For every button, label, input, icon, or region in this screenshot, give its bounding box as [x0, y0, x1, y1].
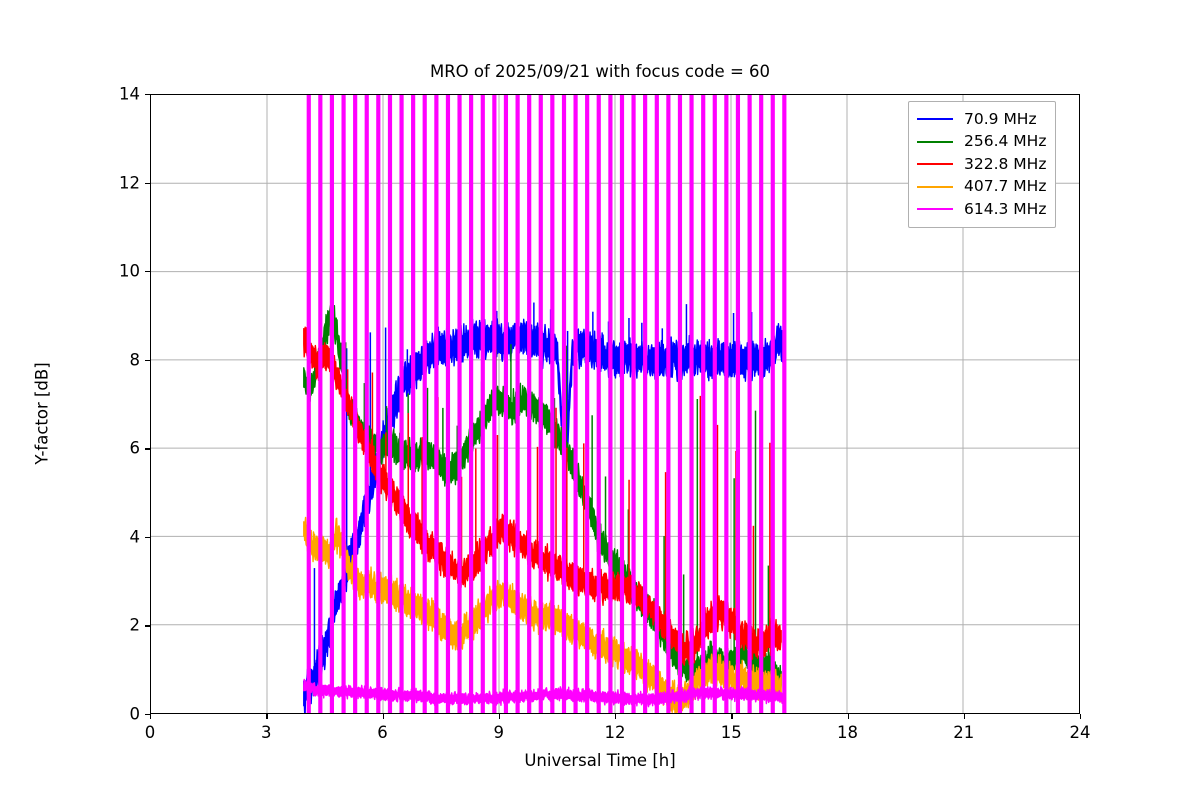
x-tick-mark [382, 714, 384, 719]
legend-color-swatch [917, 163, 953, 166]
legend-item[interactable]: 322.8 MHz [917, 153, 1046, 176]
chart-title: MRO of 2025/09/21 with focus code = 60 [429, 62, 771, 81]
x-tick-label: 15 [720, 723, 742, 742]
x-tick-label: 18 [837, 723, 858, 742]
x-tick-label: 21 [953, 723, 975, 742]
legend-label: 322.8 MHz [964, 154, 1047, 173]
x-tick-label: 0 [144, 723, 156, 742]
y-tick-mark [145, 714, 150, 716]
legend-label: 70.9 MHz [964, 109, 1037, 128]
legend-label: 256.4 MHz [964, 132, 1047, 150]
x-tick-mark [615, 714, 617, 719]
legend-color-swatch [917, 140, 953, 143]
y-tick-label: 10 [119, 261, 140, 281]
legend: 70.9 MHz 256.4 MHz 322.8 MHz 407.7 MHz 614.3… [908, 101, 1057, 228]
x-tick-label: 3 [261, 723, 272, 742]
y-tick-label: 6 [129, 438, 141, 458]
x-tick-mark [731, 714, 733, 719]
x-tick-mark [266, 714, 268, 719]
x-tick-mark [1080, 714, 1082, 719]
y-tick-label: 0 [129, 704, 141, 724]
legend-label: 407.7 MHz [964, 177, 1047, 195]
y-tick-label: 4 [129, 527, 141, 547]
legend-color-swatch [917, 118, 953, 121]
data-series-layer [303, 95, 787, 713]
x-tick-label: 6 [377, 723, 388, 742]
y-tick-label: 8 [129, 350, 141, 370]
x-axis-label: Universal Time [h] [524, 751, 676, 770]
x-tick-label: 24 [1069, 723, 1091, 742]
x-tick-label: 9 [493, 723, 505, 742]
x-tick-mark [847, 714, 849, 719]
x-tick-mark [963, 714, 966, 719]
legend-color-swatch [917, 185, 953, 188]
legend-color-swatch [917, 208, 953, 211]
legend-item[interactable]: 407.7 MHz [917, 176, 1046, 199]
x-tick-mark [150, 714, 152, 719]
legend-label: 614.3 MHz [964, 199, 1047, 218]
series-614-3-mhz [303, 95, 787, 713]
y-tick-label: 14 [119, 84, 140, 104]
x-tick-label: 12 [604, 723, 626, 742]
legend-item[interactable]: 614.3 MHz [917, 198, 1046, 221]
x-tick-mark [498, 714, 501, 719]
y-axis-label: Y-factor [dB] [32, 362, 52, 465]
legend-item[interactable]: 70.9 MHz [917, 108, 1046, 131]
y-tick-label: 12 [119, 173, 140, 193]
y-tick-label: 2 [129, 615, 141, 635]
legend-item[interactable]: 256.4 MHz [917, 131, 1046, 154]
